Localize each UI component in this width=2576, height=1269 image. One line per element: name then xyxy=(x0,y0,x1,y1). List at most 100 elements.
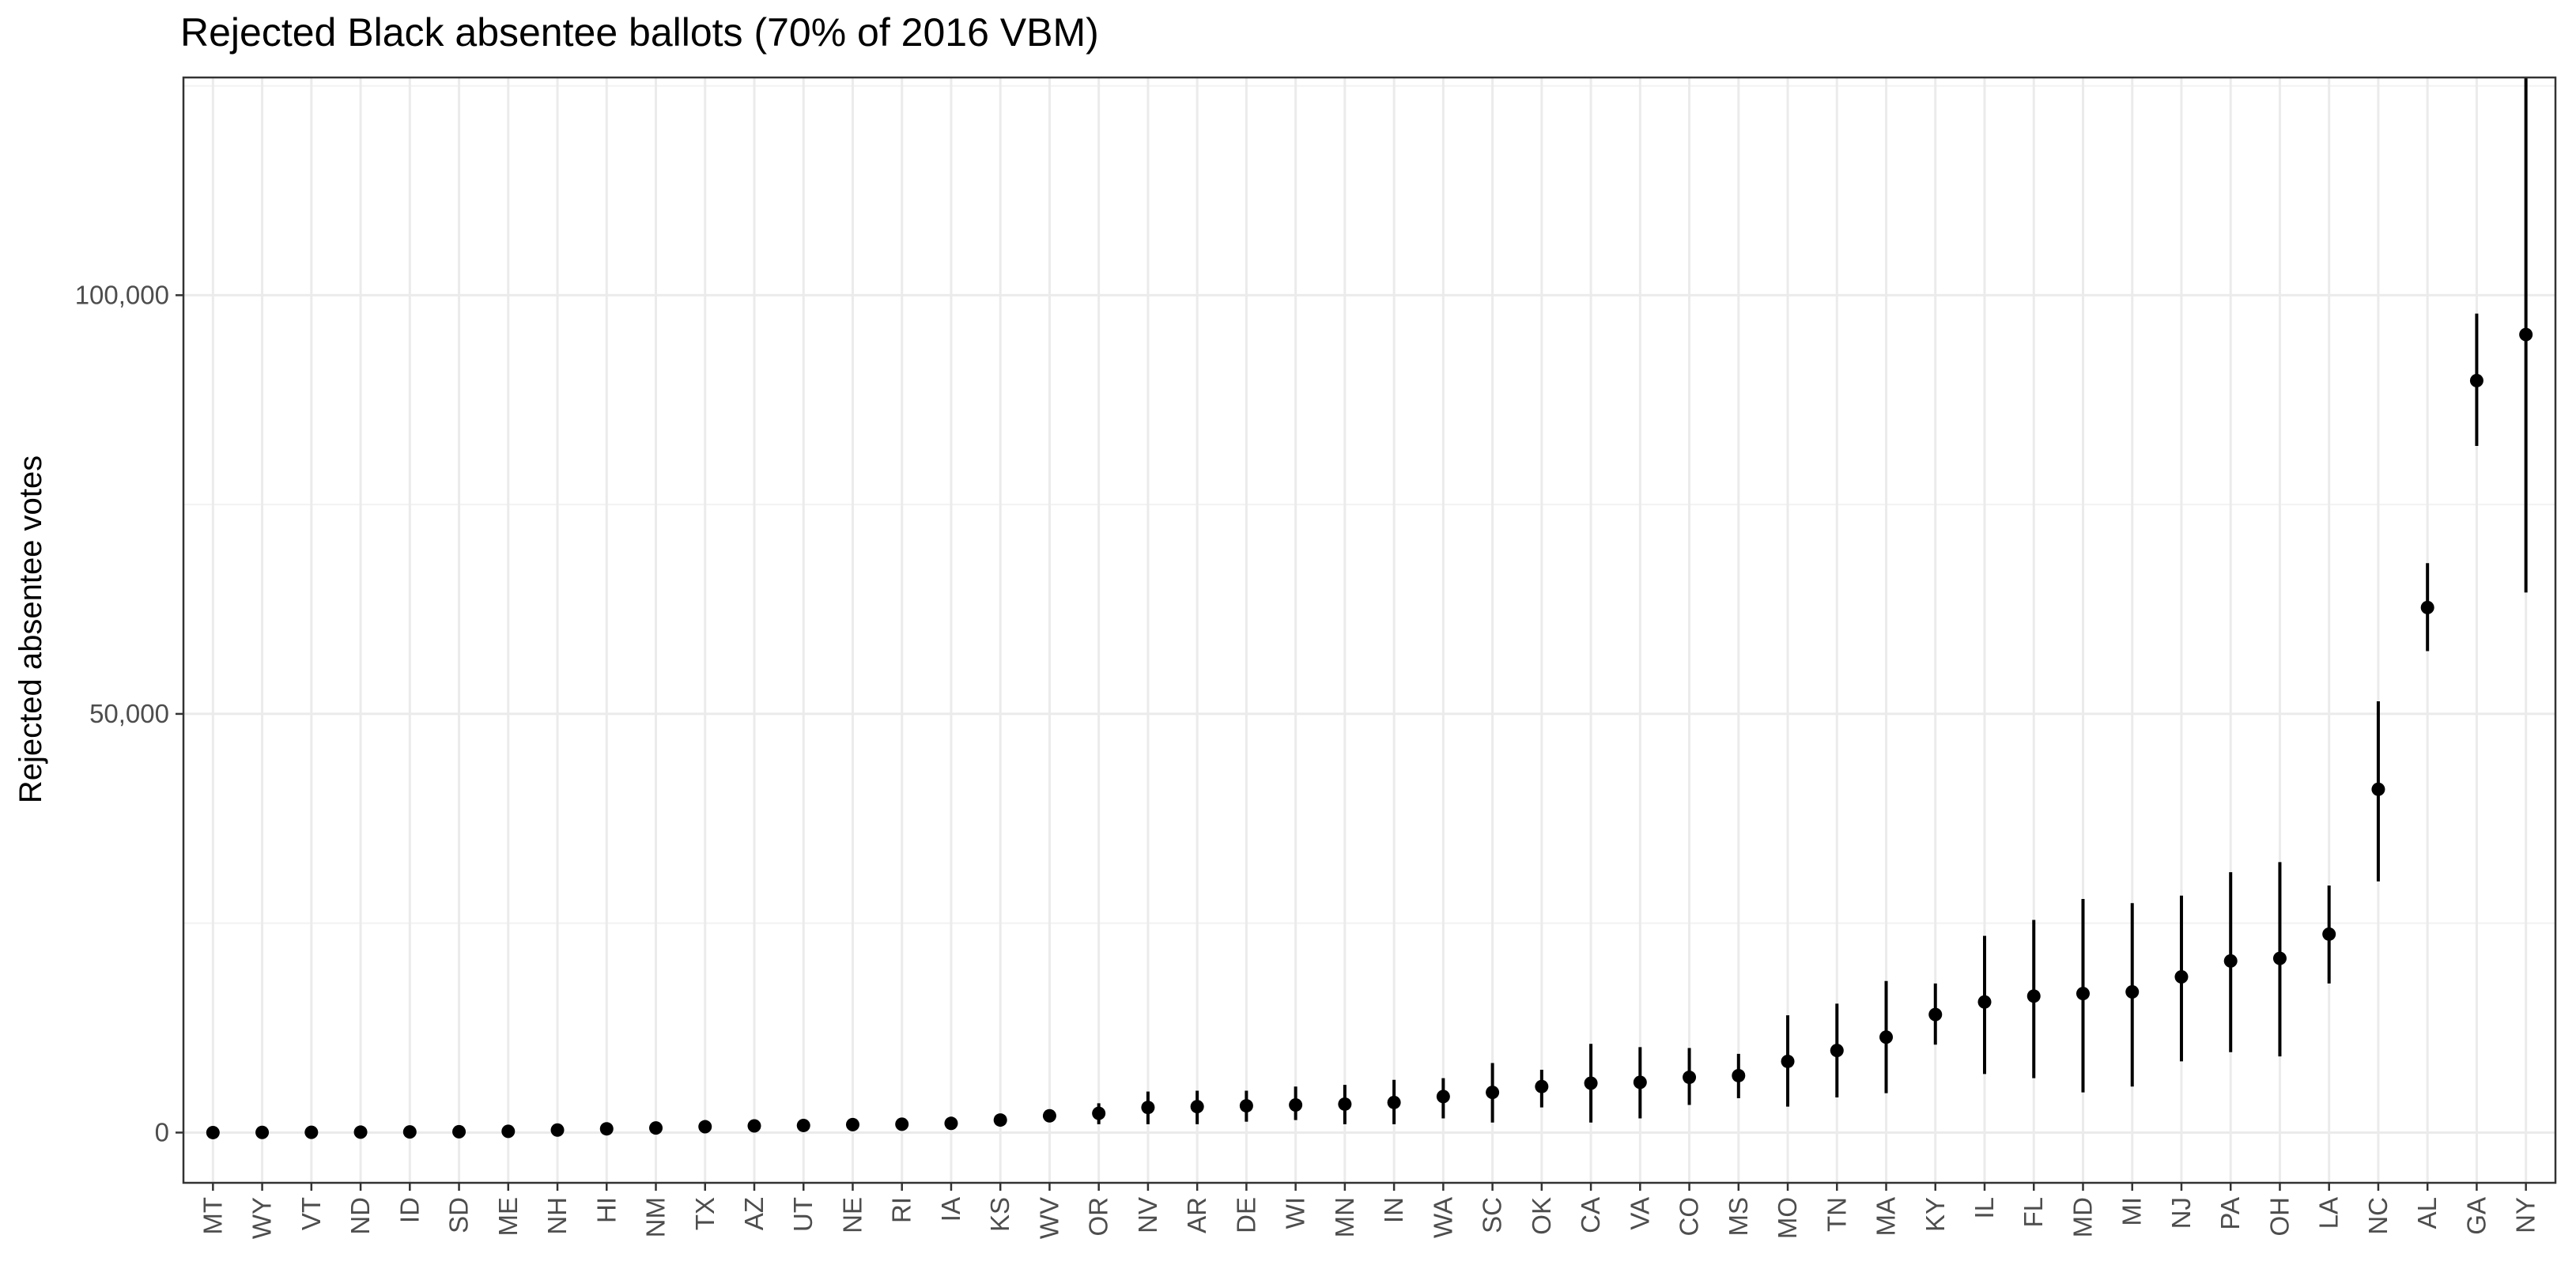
data-point-wi xyxy=(1289,1098,1303,1112)
data-point-id xyxy=(402,1125,417,1139)
y-tick-label: 100,000 xyxy=(75,280,169,309)
x-axis: MT WY VT ND ID SD ME NH HI NM TX AZ UT NE RI IA KS WV OR NV… xyxy=(198,1183,2540,1239)
data-point-ma xyxy=(1879,1030,1894,1044)
x-tick-label-nd: ND xyxy=(346,1197,375,1235)
data-point-md xyxy=(2076,987,2090,1001)
x-tick-label-nv: NV xyxy=(1133,1197,1162,1233)
data-point-ny xyxy=(2519,327,2533,342)
y-tick-label: 50,000 xyxy=(89,699,169,728)
data-point-nc xyxy=(2371,782,2385,796)
data-point-in xyxy=(1387,1095,1401,1109)
x-tick-label-ny: NY xyxy=(2511,1197,2540,1233)
x-tick-label-or: OR xyxy=(1084,1197,1113,1237)
data-point-sd xyxy=(452,1124,466,1139)
data-point-tn xyxy=(1830,1044,1844,1058)
data-point-ne xyxy=(845,1117,859,1131)
data-point-mi xyxy=(2125,985,2140,999)
data-point-la xyxy=(2322,927,2336,941)
x-tick-label-ne: NE xyxy=(837,1197,867,1233)
data-points xyxy=(206,327,2533,1139)
x-tick-label-ma: MA xyxy=(1872,1197,1901,1237)
x-tick-label-ms: MS xyxy=(1724,1197,1753,1237)
data-point-vt xyxy=(304,1125,319,1139)
data-point-wy xyxy=(255,1125,270,1139)
data-point-mt xyxy=(206,1125,220,1139)
data-point-ms xyxy=(1732,1068,1746,1082)
data-point-ri xyxy=(895,1117,909,1131)
data-point-nv xyxy=(1141,1101,1155,1115)
x-tick-label-id: ID xyxy=(395,1197,424,1223)
data-point-sc xyxy=(1486,1086,1500,1100)
y-axis-title: Rejected absentee votes xyxy=(13,455,48,803)
x-tick-label-ar: AR xyxy=(1182,1197,1211,1233)
x-tick-label-al: AL xyxy=(2412,1197,2442,1229)
x-tick-label-vt: VT xyxy=(297,1197,326,1230)
data-point-me xyxy=(501,1124,516,1139)
x-tick-label-co: CO xyxy=(1675,1197,1704,1237)
data-point-hi xyxy=(599,1122,614,1136)
data-point-tx xyxy=(698,1120,712,1134)
x-tick-label-tx: TX xyxy=(690,1197,720,1230)
x-tick-label-ky: KY xyxy=(1921,1197,1950,1232)
data-point-co xyxy=(1683,1071,1697,1085)
x-tick-label-nj: NJ xyxy=(2166,1197,2196,1229)
x-tick-label-il: IL xyxy=(1970,1197,1999,1219)
x-tick-label-in: IN xyxy=(1379,1197,1408,1223)
x-tick-label-va: VA xyxy=(1625,1197,1654,1230)
x-tick-label-ca: CA xyxy=(1576,1197,1605,1233)
data-point-de xyxy=(1239,1099,1253,1113)
data-point-ks xyxy=(993,1113,1007,1127)
data-point-wv xyxy=(1042,1108,1056,1123)
x-tick-label-nc: NC xyxy=(2363,1197,2393,1235)
x-tick-label-oh: OH xyxy=(2264,1197,2294,1237)
x-tick-label-mt: MT xyxy=(198,1197,227,1235)
data-point-nh xyxy=(550,1123,565,1137)
x-tick-label-az: AZ xyxy=(739,1197,769,1230)
data-point-ar xyxy=(1190,1100,1204,1114)
x-tick-label-ri: RI xyxy=(887,1197,916,1223)
data-point-ky xyxy=(1928,1007,1943,1022)
x-tick-label-wy: WY xyxy=(247,1197,277,1239)
x-tick-label-nh: NH xyxy=(542,1197,572,1235)
x-tick-label-wi: WI xyxy=(1281,1197,1310,1229)
chart-title: Rejected Black absentee ballots (70% of … xyxy=(180,10,1099,55)
x-tick-label-me: ME xyxy=(493,1197,523,1237)
x-tick-label-pa: PA xyxy=(2215,1197,2245,1230)
data-point-ca xyxy=(1584,1076,1598,1090)
x-tick-label-wv: WV xyxy=(1034,1197,1063,1239)
panel-border xyxy=(182,76,2557,1184)
x-tick-label-nm: NM xyxy=(641,1197,670,1237)
data-point-va xyxy=(1633,1075,1647,1090)
x-tick-label-ok: OK xyxy=(1527,1197,1556,1235)
data-point-mn xyxy=(1338,1097,1352,1111)
y-tick-label: 0 xyxy=(155,1117,169,1146)
x-tick-label-mn: MN xyxy=(1330,1197,1359,1237)
data-point-oh xyxy=(2272,951,2287,965)
x-tick-label-fl: FL xyxy=(2019,1197,2048,1228)
data-point-wa xyxy=(1436,1090,1450,1104)
x-tick-label-sc: SC xyxy=(1478,1197,1507,1233)
x-tick-label-mi: MI xyxy=(2117,1197,2147,1226)
data-point-ga xyxy=(2469,373,2483,387)
data-point-nm xyxy=(649,1121,663,1135)
y-axis: 0 50,000 100,000 xyxy=(75,280,183,1146)
x-tick-label-md: MD xyxy=(2068,1197,2097,1237)
data-point-or xyxy=(1092,1106,1106,1120)
x-tick-label-mo: MO xyxy=(1773,1197,1802,1239)
x-tick-label-ut: UT xyxy=(788,1197,818,1232)
data-point-ia xyxy=(944,1116,958,1131)
data-point-ut xyxy=(796,1118,810,1132)
x-tick-label-la: LA xyxy=(2314,1197,2344,1229)
data-point-nj xyxy=(2174,969,2189,984)
x-tick-label-tn: TN xyxy=(1822,1197,1851,1232)
data-point-il xyxy=(1977,995,1992,1009)
data-point-ok xyxy=(1535,1079,1549,1093)
data-point-mo xyxy=(1781,1054,1795,1068)
x-tick-label-hi: HI xyxy=(591,1197,621,1223)
x-tick-label-de: DE xyxy=(1231,1197,1260,1233)
data-point-fl xyxy=(2026,989,2041,1003)
data-point-pa xyxy=(2223,954,2238,968)
